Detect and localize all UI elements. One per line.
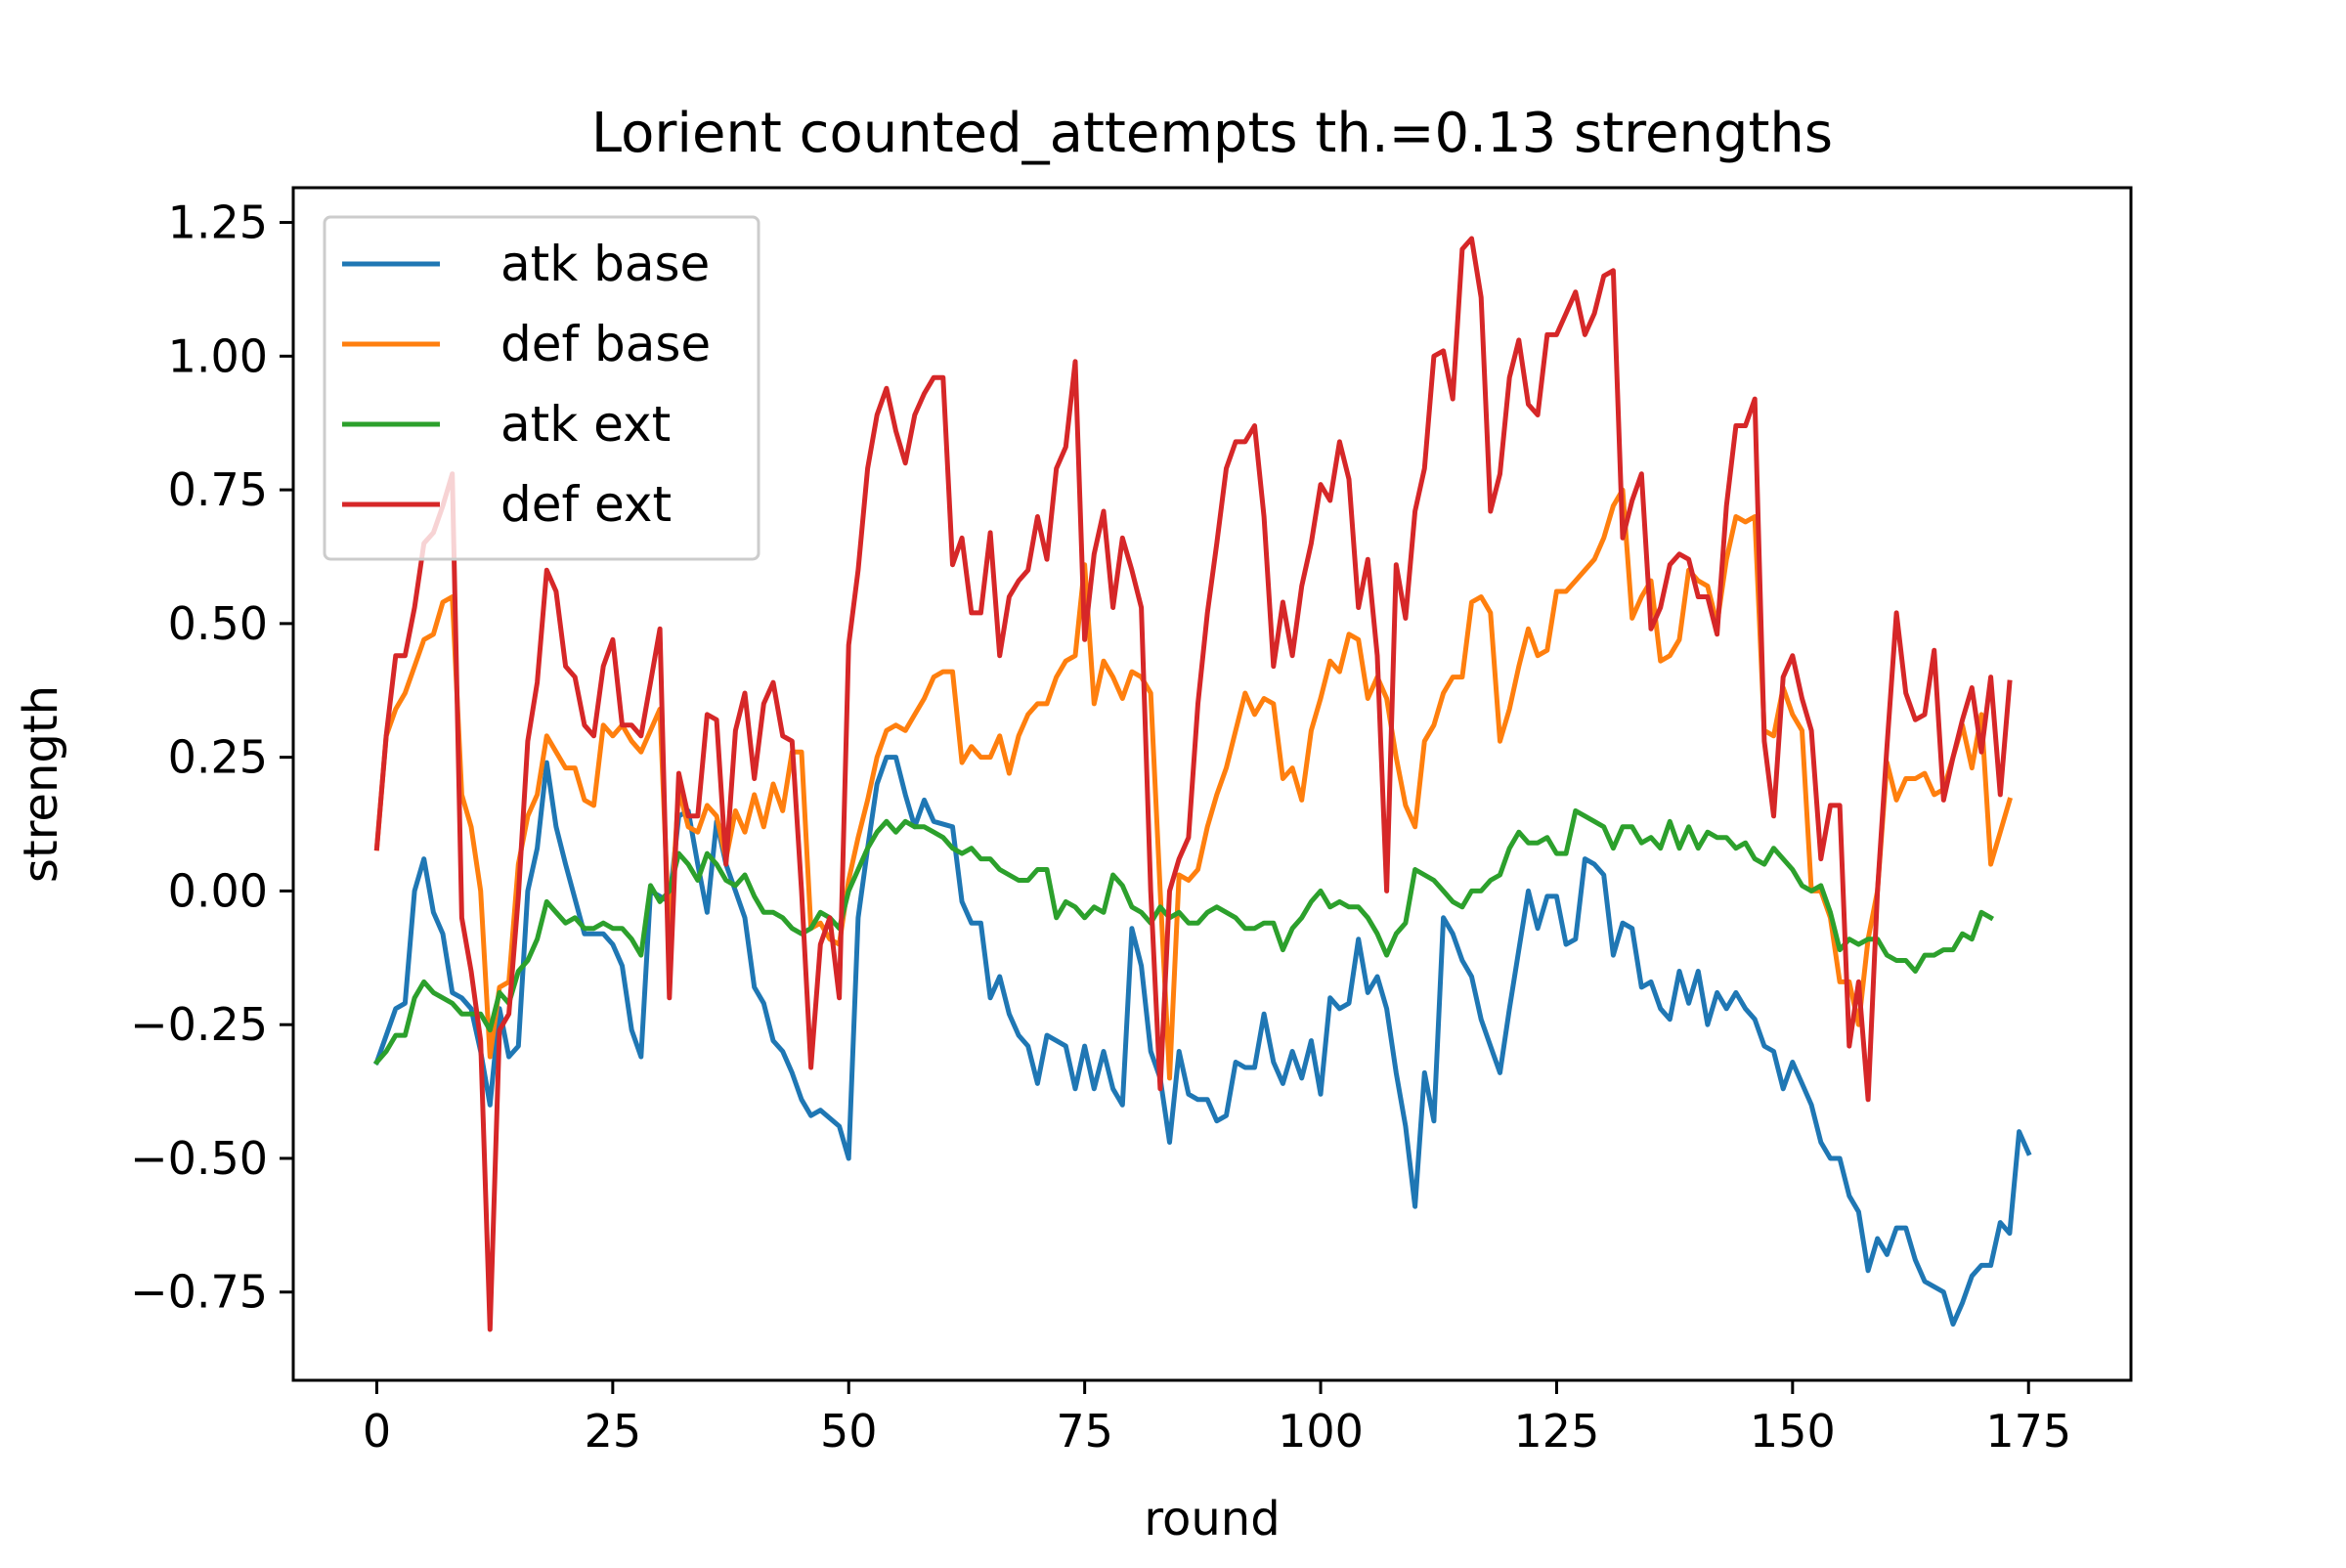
- series-layer: [372, 236, 2032, 1332]
- legend-label: atk ext: [500, 396, 671, 453]
- legend-label: def ext: [500, 476, 672, 533]
- x-tick-label: 100: [1278, 1405, 1364, 1458]
- x-tick-label: 175: [1985, 1405, 2071, 1458]
- y-tick-label: −0.25: [130, 998, 268, 1051]
- y-tick-label: 1.25: [168, 196, 268, 249]
- x-tick-label: 125: [1514, 1405, 1600, 1458]
- legend-box: [323, 215, 760, 561]
- ticks-layer: 0 25 50 75 100 125 150 175 −0.75 −0.50 −0.25 0.00 0.…: [130, 196, 2071, 1458]
- x-tick-label: 25: [585, 1405, 642, 1458]
- series-line-atk-ext: [372, 807, 1995, 1067]
- legend-label: def base: [500, 316, 711, 372]
- y-axis-label: strength: [14, 685, 68, 883]
- y-tick-label: 0.75: [168, 463, 268, 516]
- legend: atk base def base atk ext def ext: [323, 215, 760, 561]
- plot-frame: [291, 186, 2133, 1382]
- y-tick-label: 1.00: [168, 329, 268, 382]
- y-tick-label: 0.25: [168, 731, 268, 784]
- series-line-def-base: [373, 487, 2014, 1081]
- x-tick-label: 50: [820, 1405, 878, 1458]
- legend-label: atk base: [500, 236, 710, 292]
- y-tick-label: −0.75: [130, 1266, 268, 1319]
- x-tick-label: 0: [363, 1405, 391, 1458]
- chart-title: Lorient counted_attempts th.=0.13 streng…: [591, 102, 1833, 165]
- series-line-def-ext: [373, 236, 2013, 1332]
- y-tick-label: 0.00: [168, 864, 268, 917]
- y-tick-label: −0.50: [130, 1132, 268, 1185]
- x-tick-label: 75: [1056, 1405, 1113, 1458]
- x-axis-label: round: [1144, 1492, 1280, 1546]
- x-tick-label: 150: [1750, 1405, 1836, 1458]
- y-tick-label: 0.50: [168, 597, 268, 650]
